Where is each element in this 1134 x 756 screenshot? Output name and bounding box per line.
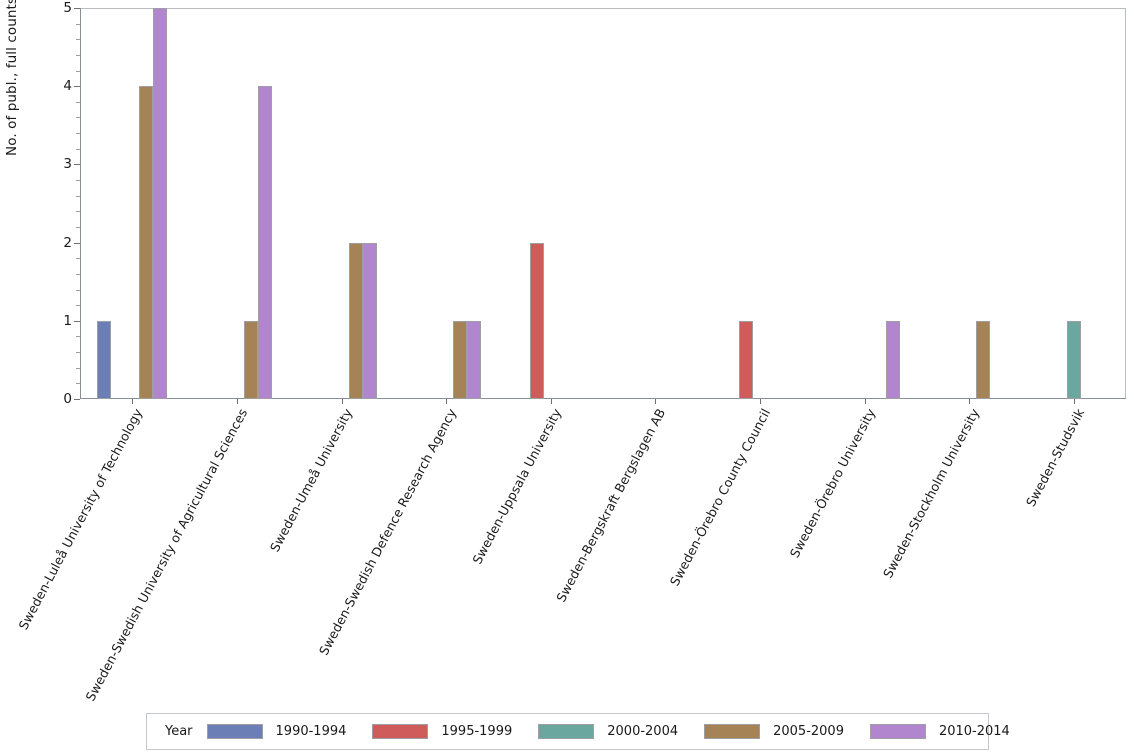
legend-item[interactable]: 1990-1994 <box>206 724 347 739</box>
x-tick <box>759 399 761 404</box>
bar <box>362 242 377 399</box>
legend-title: Year <box>165 724 193 739</box>
y-tick-minor <box>76 226 80 228</box>
x-tick <box>864 399 866 404</box>
y-tick-major <box>74 8 80 9</box>
x-tick <box>446 399 448 404</box>
plot-area: 0 1 2 3 4 5 <box>63 0 1126 407</box>
x-axis-label: Sweden-Örebro County Council <box>666 406 774 589</box>
x-tick <box>132 399 134 404</box>
y-tick-label: 5 <box>63 0 72 16</box>
legend-swatch <box>869 724 926 739</box>
y-tick-minor <box>76 23 80 25</box>
x-axis-line <box>80 398 1126 399</box>
plot-border-right <box>1125 8 1126 399</box>
bar <box>467 320 482 399</box>
y-tick-minor <box>76 195 80 197</box>
bar <box>243 320 258 399</box>
bar <box>153 8 168 399</box>
legend: Year 1990-1994 1995-1999 2000-2004 2005-200… <box>146 713 1010 750</box>
x-tick <box>236 399 238 404</box>
bar <box>257 86 272 399</box>
y-tick-major <box>74 164 80 166</box>
y-tick-major <box>74 242 80 244</box>
bar <box>529 242 544 399</box>
x-axis-label: Sweden-Luleå University of Technology <box>15 406 146 633</box>
bar <box>139 86 154 399</box>
y-tick-label: 0 <box>63 391 72 407</box>
y-tick-minor <box>76 289 80 291</box>
y-tick-label: 3 <box>63 156 72 173</box>
x-axis-labels: Sweden-Luleå University of Technology Swe… <box>16 400 1126 703</box>
legend-item[interactable]: 2010-2014 <box>869 724 1010 739</box>
bar <box>1066 320 1081 399</box>
legend-item[interactable]: 2000-2004 <box>538 724 678 739</box>
x-tick <box>969 399 971 404</box>
legend-label: 2005-2009 <box>773 724 844 739</box>
y-axis-title: No. of publ., full counts <box>4 0 20 156</box>
y-tick-minor <box>76 101 80 103</box>
bar <box>738 320 753 399</box>
x-tick <box>1073 399 1075 404</box>
bar <box>453 320 468 399</box>
y-tick-minor <box>76 54 80 56</box>
y-tick-minor <box>76 383 80 385</box>
legend-item[interactable]: 1995-1999 <box>372 724 512 739</box>
legend-swatch <box>372 724 429 739</box>
y-tick-major <box>74 399 80 400</box>
y-tick-minor <box>76 70 80 72</box>
legend-item[interactable]: 2005-2009 <box>704 724 844 739</box>
y-tick-major <box>74 86 80 88</box>
y-tick-minor <box>76 367 80 369</box>
plot-border-top <box>80 8 1126 9</box>
y-tick-minor <box>76 273 80 275</box>
legend-label: 2010-2014 <box>938 724 1010 739</box>
legend-swatch <box>704 724 761 739</box>
y-tick-minor <box>76 336 80 338</box>
y-tick-label: 1 <box>63 312 72 329</box>
y-tick-minor <box>76 211 80 213</box>
x-tick <box>550 399 552 404</box>
bar <box>97 320 112 399</box>
bar <box>885 320 900 399</box>
legend-label: 2000-2004 <box>607 724 679 739</box>
y-tick-minor <box>76 148 80 150</box>
y-tick-minor <box>76 133 80 135</box>
legend-label: 1990-1994 <box>275 724 347 739</box>
x-axis-label: Sweden-Umeå University <box>266 406 355 555</box>
legend-swatch <box>538 724 595 739</box>
legend-items: 1990-1994 1995-1999 2000-2004 2005-2009 2010… <box>206 724 1036 739</box>
y-tick-label: 2 <box>63 234 72 251</box>
x-tick <box>655 399 657 404</box>
bar <box>976 320 991 399</box>
bar <box>348 242 363 399</box>
x-axis-label: Sweden-Studsvik <box>1022 406 1087 510</box>
x-axis-label: Sweden-Örebro University <box>786 406 878 561</box>
y-tick-minor <box>76 117 80 119</box>
y-tick-major <box>74 320 80 322</box>
y-tick-label: 4 <box>63 78 72 95</box>
x-axis-label: Sweden-Bergskraft Bergslagen AB <box>553 406 669 605</box>
y-tick-minor <box>76 305 80 307</box>
y-axis-line <box>80 8 81 399</box>
legend-swatch <box>206 724 263 739</box>
y-tick-minor <box>76 39 80 41</box>
x-axis-label: Sweden-Uppsala University <box>469 406 564 567</box>
y-tick-minor <box>76 180 80 182</box>
y-tick-minor <box>76 352 80 354</box>
legend-label: 1995-1999 <box>441 724 513 739</box>
x-tick <box>341 399 343 404</box>
y-tick-minor <box>76 258 80 260</box>
x-axis-label: Sweden-Stockholm University <box>880 406 983 581</box>
